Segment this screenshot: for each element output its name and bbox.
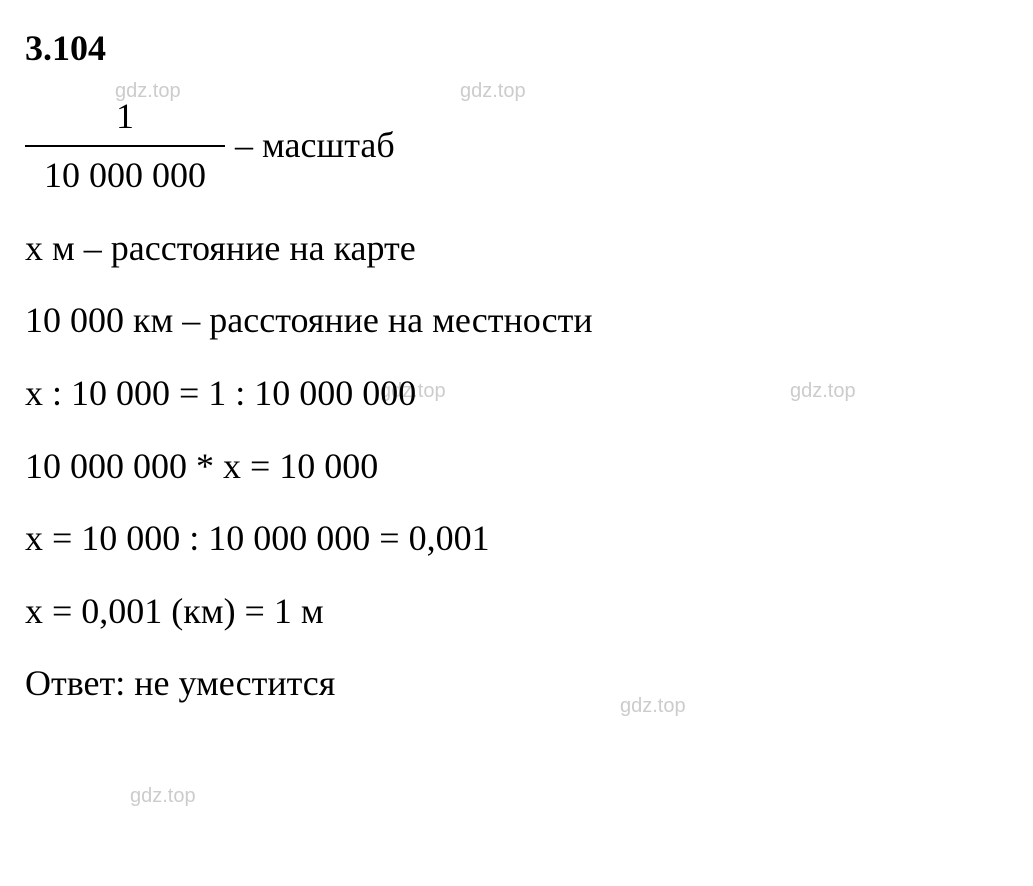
fraction-row: 1 10 000 000 – масштаб [25,88,1008,205]
text-line-4: 10 000 000 * x = 10 000 [25,438,1008,496]
answer-line: Ответ: не уместится [25,655,1008,713]
fraction-numerator: 1 [111,88,139,146]
fraction-label: – масштаб [235,117,395,175]
fraction-denominator: 10 000 000 [39,147,211,205]
text-line-3: x : 10 000 = 1 : 10 000 000 [25,365,1008,423]
text-line-5: x = 10 000 : 10 000 000 = 0,001 [25,510,1008,568]
watermark: gdz.top [130,780,196,812]
scale-fraction: 1 10 000 000 [25,88,225,205]
text-line-2: 10 000 км – расстояние на местности [25,292,1008,350]
text-line-6: x = 0,001 (км) = 1 м [25,583,1008,641]
problem-number: 3.104 [25,20,1008,78]
text-line-1: x м – расстояние на карте [25,220,1008,278]
